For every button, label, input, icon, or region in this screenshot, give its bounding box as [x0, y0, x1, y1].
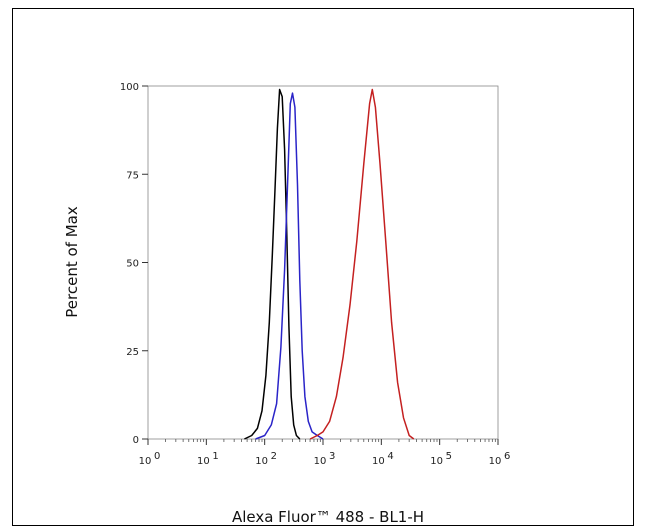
x-tick-exponent: 6 — [504, 451, 510, 462]
histogram-line-1 — [244, 88, 301, 440]
x-axis-title: Alexa Fluor™ 488 - BL1-H — [232, 508, 424, 526]
histogram-line-2 — [255, 92, 324, 440]
x-tick-exponent: 5 — [446, 451, 452, 462]
x-tick-exponent: 4 — [387, 451, 393, 462]
chart-frame — [12, 8, 634, 526]
y-axis-ticks: 0 25 50 75 100 — [120, 82, 148, 446]
x-minor-ticks — [165, 439, 496, 442]
x-tick-label: 10 — [255, 456, 268, 467]
plot-area — [147, 85, 499, 440]
x-tick-label: 10 — [489, 456, 502, 467]
x-tick-label: 10 — [197, 456, 210, 467]
x-tick-label: 10 — [430, 456, 443, 467]
x-tick-exponent: 0 — [154, 451, 160, 462]
y-axis-title: Percent of Max — [63, 206, 81, 318]
x-tick-exponent: 3 — [329, 451, 335, 462]
y-tick-label: 50 — [126, 259, 139, 270]
y-tick-label: 75 — [126, 170, 139, 181]
x-tick-exponent: 2 — [271, 451, 277, 462]
x-tick-exponent: 1 — [212, 451, 218, 462]
x-tick-label: 10 — [314, 456, 327, 467]
y-tick-label: 100 — [120, 82, 139, 93]
series-group — [244, 88, 415, 440]
x-axis-ticks: 10 0 10 1 10 2 10 3 10 4 10 5 10 6 — [139, 439, 510, 467]
y-tick-label: 0 — [133, 435, 139, 446]
x-tick-label: 10 — [372, 456, 385, 467]
histogram-line-3 — [309, 88, 415, 440]
y-tick-label: 25 — [126, 347, 139, 358]
x-tick-label: 10 — [139, 456, 152, 467]
